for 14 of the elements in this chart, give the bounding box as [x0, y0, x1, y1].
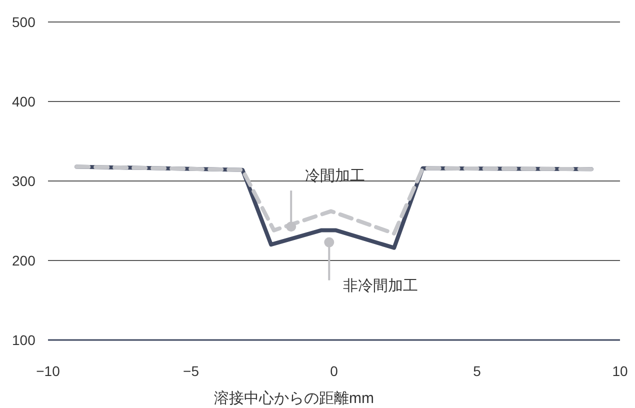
text: 冷間加工 [305, 168, 366, 185]
y-tick-label: 300 [12, 173, 36, 189]
text: 非冷間加工 [343, 277, 418, 294]
y-tick-label: 200 [12, 252, 36, 268]
x-axis-title: 溶接中心からの距離mm [214, 390, 374, 407]
y-tick-label: 100 [12, 332, 36, 348]
x-tick-label: 5 [473, 363, 482, 379]
x-tick-label: 0 [330, 363, 338, 379]
line-series [74, 164, 594, 236]
y-tick-label: 400 [12, 94, 36, 110]
x-tick-label: −5 [183, 363, 200, 379]
y-tick-label: 500 [12, 14, 36, 30]
x-tick-label: 10 [612, 363, 628, 379]
x-tick-label: −10 [36, 363, 60, 379]
